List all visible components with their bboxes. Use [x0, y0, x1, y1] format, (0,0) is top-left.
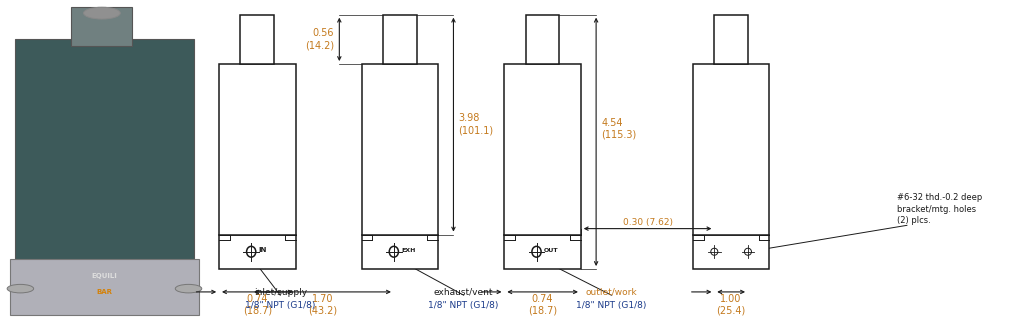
- Text: 1.70
(43.2): 1.70 (43.2): [308, 294, 337, 316]
- Text: 1/8" NPT (G1/8): 1/8" NPT (G1/8): [576, 301, 647, 310]
- Text: OUT: OUT: [544, 248, 558, 253]
- Polygon shape: [362, 64, 438, 235]
- Text: EQUILI: EQUILI: [92, 273, 117, 278]
- Polygon shape: [504, 235, 581, 269]
- Text: 1/8" NPT (G1/8): 1/8" NPT (G1/8): [245, 301, 316, 310]
- Text: 4.54
(115.3): 4.54 (115.3): [601, 117, 637, 140]
- FancyBboxPatch shape: [15, 39, 194, 272]
- FancyBboxPatch shape: [71, 7, 132, 46]
- Text: 3.98
(101.1): 3.98 (101.1): [459, 113, 493, 136]
- Polygon shape: [693, 64, 769, 235]
- Ellipse shape: [389, 246, 398, 257]
- Text: inlet/supply: inlet/supply: [254, 288, 307, 297]
- Text: 1.00
(25.4): 1.00 (25.4): [716, 294, 746, 316]
- Polygon shape: [383, 15, 417, 64]
- Polygon shape: [504, 64, 581, 235]
- Text: 0.74
(18.7): 0.74 (18.7): [528, 294, 557, 316]
- Text: #6-32 thd.-0.2 deep
bracket/mtg. holes
(2) plcs.: #6-32 thd.-0.2 deep bracket/mtg. holes (…: [897, 193, 982, 225]
- Ellipse shape: [247, 246, 256, 257]
- Polygon shape: [219, 64, 296, 235]
- Text: exhaust/vent: exhaust/vent: [434, 288, 493, 297]
- Text: 0.56
(14.2): 0.56 (14.2): [305, 28, 334, 51]
- Circle shape: [84, 7, 120, 19]
- Polygon shape: [219, 235, 296, 269]
- Text: BAR: BAR: [97, 289, 112, 295]
- Text: EXH: EXH: [401, 248, 416, 253]
- FancyBboxPatch shape: [10, 259, 199, 315]
- Polygon shape: [693, 235, 769, 269]
- Ellipse shape: [711, 248, 717, 255]
- Polygon shape: [526, 15, 559, 64]
- Polygon shape: [240, 15, 274, 64]
- Text: 1/8" NPT (G1/8): 1/8" NPT (G1/8): [428, 301, 499, 310]
- Text: 0.30 (7.62): 0.30 (7.62): [623, 218, 673, 227]
- Text: 0.74
(18.7): 0.74 (18.7): [243, 294, 272, 316]
- Polygon shape: [714, 15, 748, 64]
- Text: IN: IN: [259, 247, 267, 254]
- Circle shape: [7, 284, 34, 293]
- Text: outlet/work: outlet/work: [586, 288, 637, 297]
- Ellipse shape: [745, 248, 751, 255]
- Polygon shape: [362, 235, 438, 269]
- Circle shape: [175, 284, 202, 293]
- Ellipse shape: [532, 246, 541, 257]
